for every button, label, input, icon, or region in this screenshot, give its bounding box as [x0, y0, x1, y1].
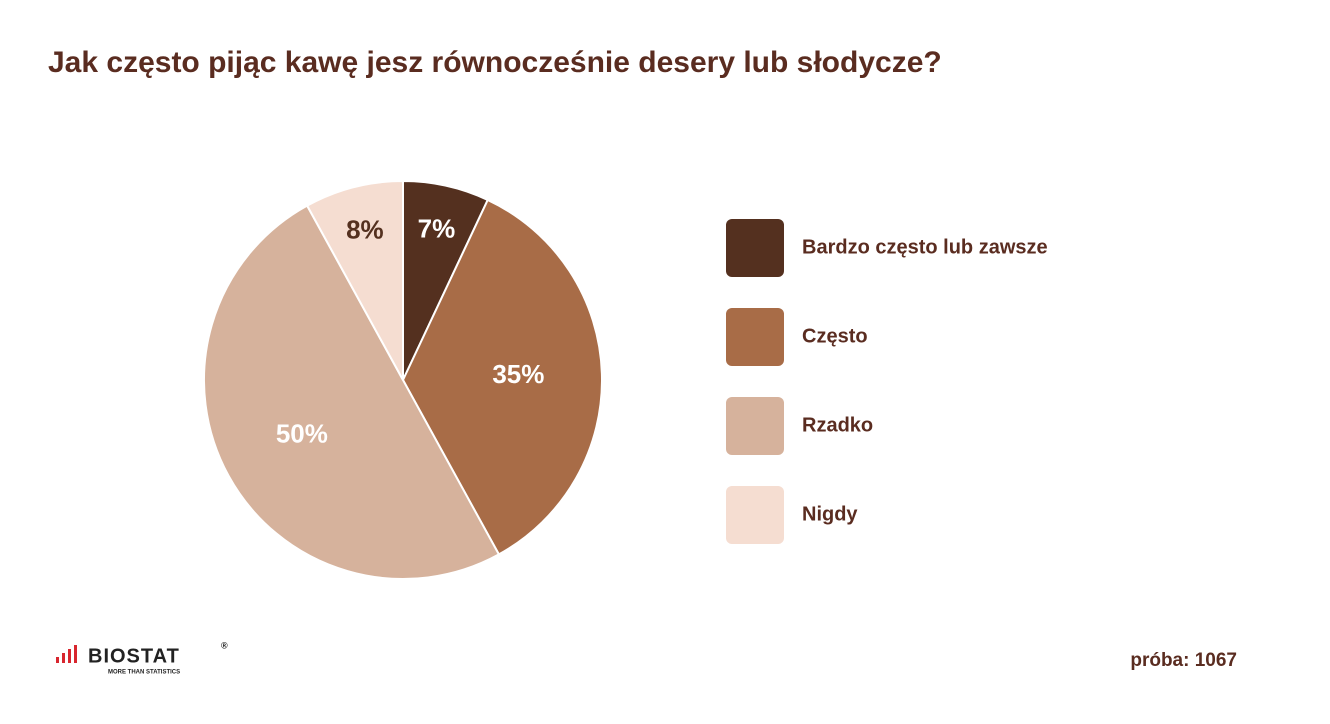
logo-bar — [68, 649, 71, 663]
legend-swatch — [726, 486, 784, 544]
data-label: 7% — [418, 213, 456, 243]
legend-swatch — [726, 397, 784, 455]
chart-title: Jak często pijąc kawę jesz równocześnie … — [48, 46, 942, 79]
logo-bar — [56, 657, 59, 663]
data-label: 50% — [276, 418, 328, 448]
data-label: 35% — [492, 359, 544, 389]
pie-slice — [401, 198, 603, 556]
pie-slice — [203, 204, 501, 580]
logo-tagline: MORE THAN STATISTICS — [108, 670, 180, 676]
legend-label: Bardzo często lub zawsze — [802, 236, 1048, 258]
legend-label: Często — [802, 325, 868, 347]
logo-bar — [74, 645, 77, 663]
logo-mark: ® — [221, 640, 228, 650]
legend-swatch — [726, 219, 784, 277]
logo: BIOSTAT ® MORE THAN STATISTICS — [56, 640, 228, 676]
sample-size: próba: 1067 — [1130, 650, 1237, 671]
logo-text: BIOSTAT — [88, 645, 180, 667]
logo-bar — [62, 653, 65, 663]
legend-label: Nigdy — [802, 503, 858, 525]
pie-slice — [305, 179, 404, 381]
legend-label: Rzadko — [802, 414, 873, 436]
legend-swatch — [726, 308, 784, 366]
data-label: 8% — [346, 214, 384, 244]
